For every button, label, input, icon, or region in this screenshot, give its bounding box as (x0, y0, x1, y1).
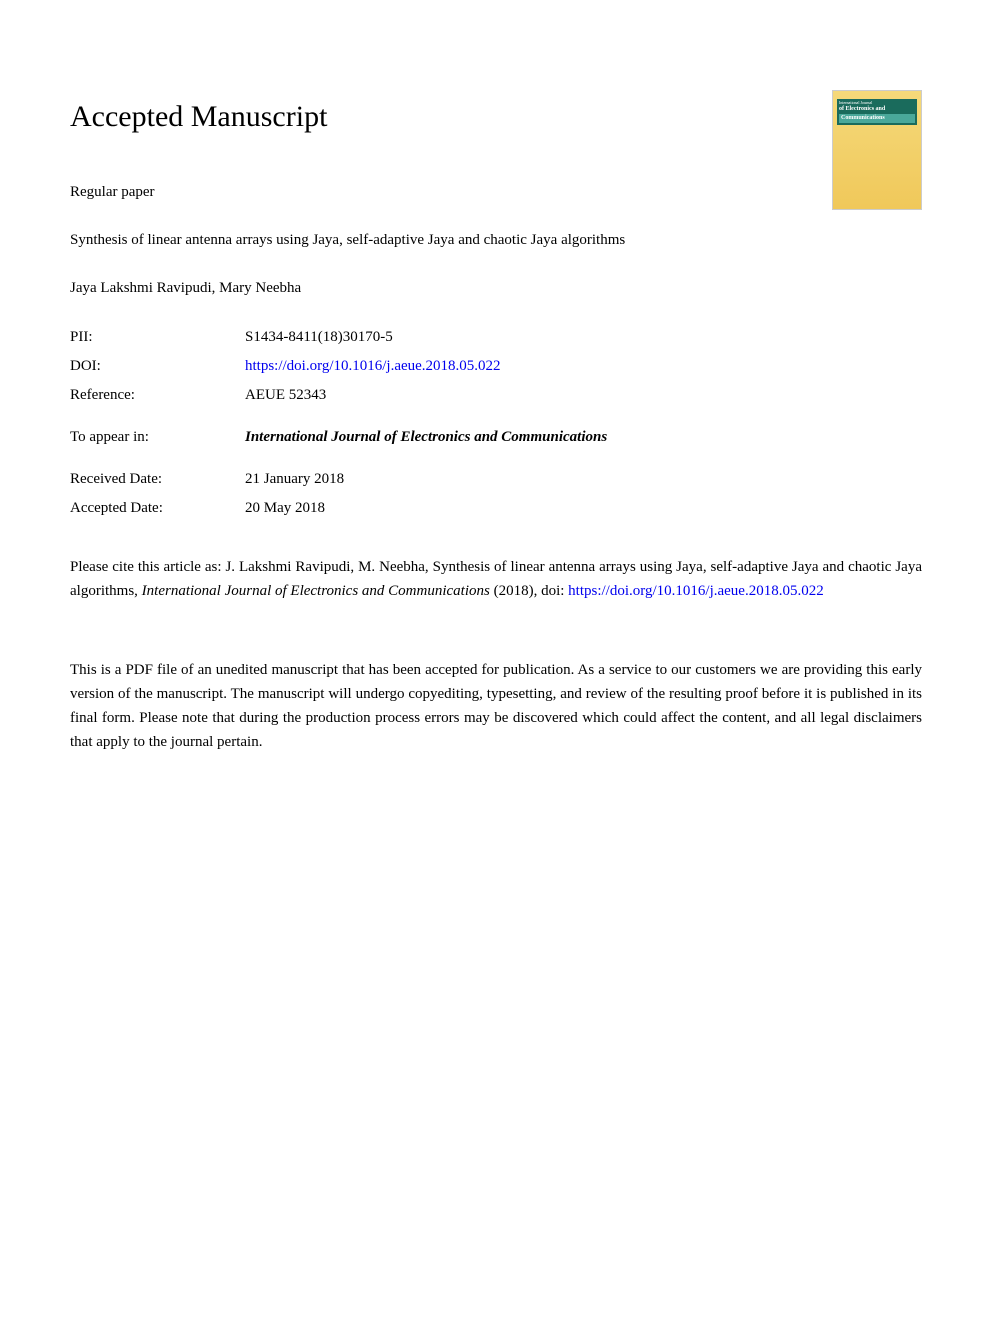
doi-link[interactable]: https://doi.org/10.1016/j.aeue.2018.05.0… (245, 354, 501, 378)
accepted-value: 20 May 2018 (245, 496, 325, 520)
citation-year: (2018), doi: (490, 583, 568, 599)
paper-title: Synthesis of linear antenna arrays using… (70, 229, 630, 252)
disclaimer-paragraph: This is a PDF file of an unedited manusc… (70, 658, 922, 754)
header-section: Accepted Manuscript International Journa… (70, 100, 922, 134)
paper-type-label: Regular paper (70, 184, 922, 201)
appear-label: To appear in: (70, 425, 245, 449)
cover-background: International Journal of Electronics and… (832, 90, 922, 210)
pii-value: S1434-8411(18)30170-5 (245, 325, 393, 349)
citation-journal: International Journal of Electronics and… (142, 583, 490, 599)
paper-authors: Jaya Lakshmi Ravipudi, Mary Neebha (70, 280, 922, 297)
metadata-row-received: Received Date: 21 January 2018 (70, 467, 922, 491)
cover-banner: International Journal of Electronics and… (837, 99, 917, 125)
metadata-row-appear: To appear in: International Journal of E… (70, 425, 922, 449)
metadata-row-doi: DOI: https://doi.org/10.1016/j.aeue.2018… (70, 354, 922, 378)
received-value: 21 January 2018 (245, 467, 344, 491)
cover-line2: of Electronics and (839, 106, 915, 113)
metadata-row-pii: PII: S1434-8411(18)30170-5 (70, 325, 922, 349)
metadata-row-accepted: Accepted Date: 20 May 2018 (70, 496, 922, 520)
citation-paragraph: Please cite this article as: J. Lakshmi … (70, 555, 922, 603)
accepted-manuscript-title: Accepted Manuscript (70, 100, 922, 134)
reference-value: AEUE 52343 (245, 383, 326, 407)
accepted-label: Accepted Date: (70, 496, 245, 520)
citation-doi-link[interactable]: https://doi.org/10.1016/j.aeue.2018.05.0… (568, 583, 824, 599)
metadata-row-reference: Reference: AEUE 52343 (70, 383, 922, 407)
pii-label: PII: (70, 325, 245, 349)
cover-line3: Communications (839, 114, 915, 123)
metadata-table: PII: S1434-8411(18)30170-5 DOI: https://… (70, 325, 922, 520)
journal-cover-thumbnail: International Journal of Electronics and… (832, 90, 922, 210)
reference-label: Reference: (70, 383, 245, 407)
doi-label: DOI: (70, 354, 245, 378)
received-label: Received Date: (70, 467, 245, 491)
appear-value: International Journal of Electronics and… (245, 425, 607, 449)
